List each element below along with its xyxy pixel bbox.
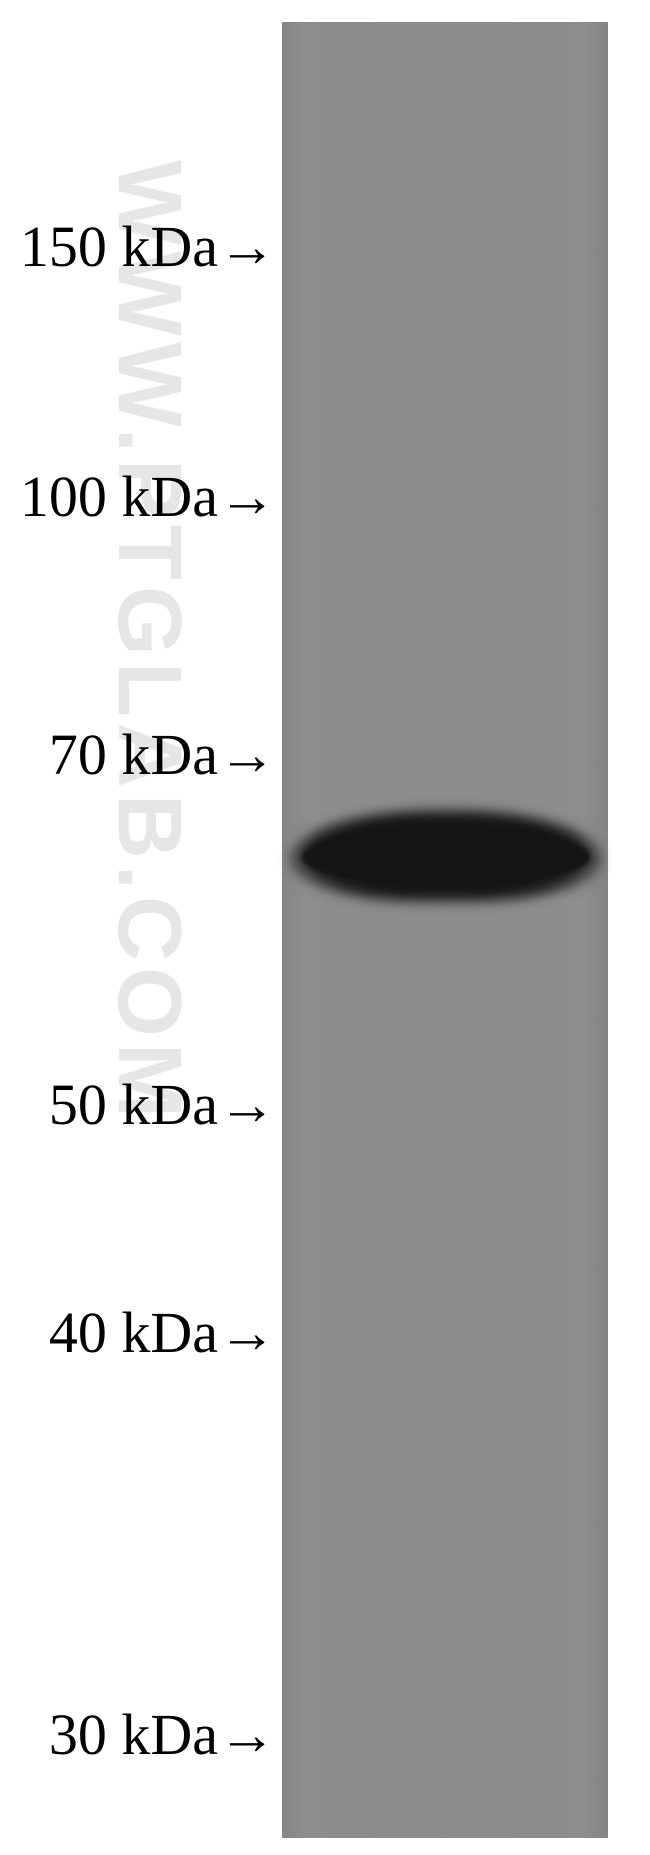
watermark-text: WWW.PTGLAB.COM	[97, 160, 200, 1720]
mw-marker: 40 kDa→	[49, 1299, 276, 1366]
arrow-right-icon: →	[218, 1300, 276, 1365]
mw-marker: 70 kDa→	[49, 721, 276, 788]
mw-marker-label: 150 kDa	[20, 214, 218, 279]
arrow-right-icon: →	[218, 1702, 276, 1767]
blot-band-core	[302, 827, 590, 885]
arrow-right-icon: →	[218, 464, 276, 529]
arrow-right-icon: →	[218, 722, 276, 787]
mw-marker-label: 70 kDa	[49, 722, 218, 787]
mw-marker: 150 kDa→	[20, 213, 276, 280]
mw-marker-label: 30 kDa	[49, 1702, 218, 1767]
arrow-right-icon: →	[218, 1072, 276, 1137]
mw-marker: 50 kDa→	[49, 1071, 276, 1138]
blot-figure: WWW.PTGLAB.COM 150 kDa→100 kDa→70 kDa→50…	[0, 0, 650, 1855]
mw-marker-label: 50 kDa	[49, 1072, 218, 1137]
blot-lane	[282, 22, 608, 1838]
mw-marker-label: 40 kDa	[49, 1300, 218, 1365]
mw-marker-label: 100 kDa	[20, 464, 218, 529]
arrow-right-icon: →	[218, 214, 276, 279]
mw-marker: 30 kDa→	[49, 1701, 276, 1768]
mw-marker: 100 kDa→	[20, 463, 276, 530]
